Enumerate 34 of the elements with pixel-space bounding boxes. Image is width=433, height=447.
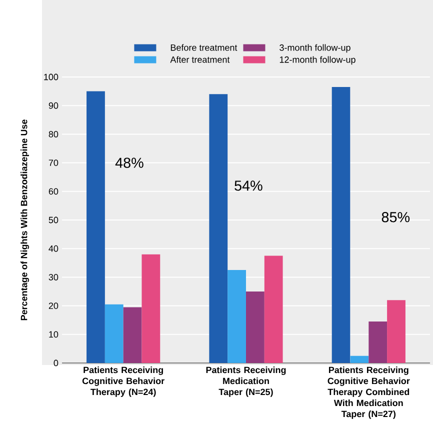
bar	[332, 87, 350, 363]
annotation: 85%	[382, 212, 410, 222]
x-tick-label: Patients Receiving Cognitive Behavior Therapy (N=24)	[82, 366, 164, 397]
x-tick-label: Patients Receiving Medication Taper (N=25)	[206, 366, 286, 397]
y-tick-label: 40	[48, 245, 58, 252]
bar	[123, 307, 142, 363]
bar	[104, 304, 124, 363]
y-tick-label: 10	[49, 331, 58, 338]
x-tick-label: Patients Receiving Cognitive Behavior Therapy Combined With Medication Taper (N=27)	[328, 366, 410, 419]
annotation: 54%	[234, 180, 262, 191]
bar	[368, 322, 388, 363]
bar	[86, 91, 105, 363]
y-tick-label: 50	[48, 216, 58, 224]
y-tick-label: 0	[54, 360, 58, 366]
bar	[228, 270, 246, 363]
y-tick-label: 30	[48, 274, 58, 280]
y-tick-label: 80	[48, 131, 58, 138]
bar	[350, 356, 369, 363]
legend-label: 12-month follow-up	[280, 56, 356, 65]
y-tick-label: 90	[48, 102, 58, 109]
bar	[209, 94, 228, 363]
legend-label: 3-month follow-up	[280, 44, 350, 53]
legend-label: After treatment	[170, 56, 230, 63]
y-tick-label: 20	[48, 302, 58, 309]
y-tick-label: 60	[48, 188, 58, 195]
annotation: 48%	[115, 158, 144, 168]
bar	[142, 254, 160, 363]
y-tick-label: 100	[44, 74, 58, 80]
bar	[264, 256, 283, 363]
y-tick-label: 70	[48, 160, 58, 166]
bar	[246, 291, 264, 363]
legend-label: Before treatment	[170, 44, 238, 51]
bar	[387, 300, 406, 363]
y-axis-title: Percentage of Nights With Benzodiazepine Use	[20, 120, 30, 320]
